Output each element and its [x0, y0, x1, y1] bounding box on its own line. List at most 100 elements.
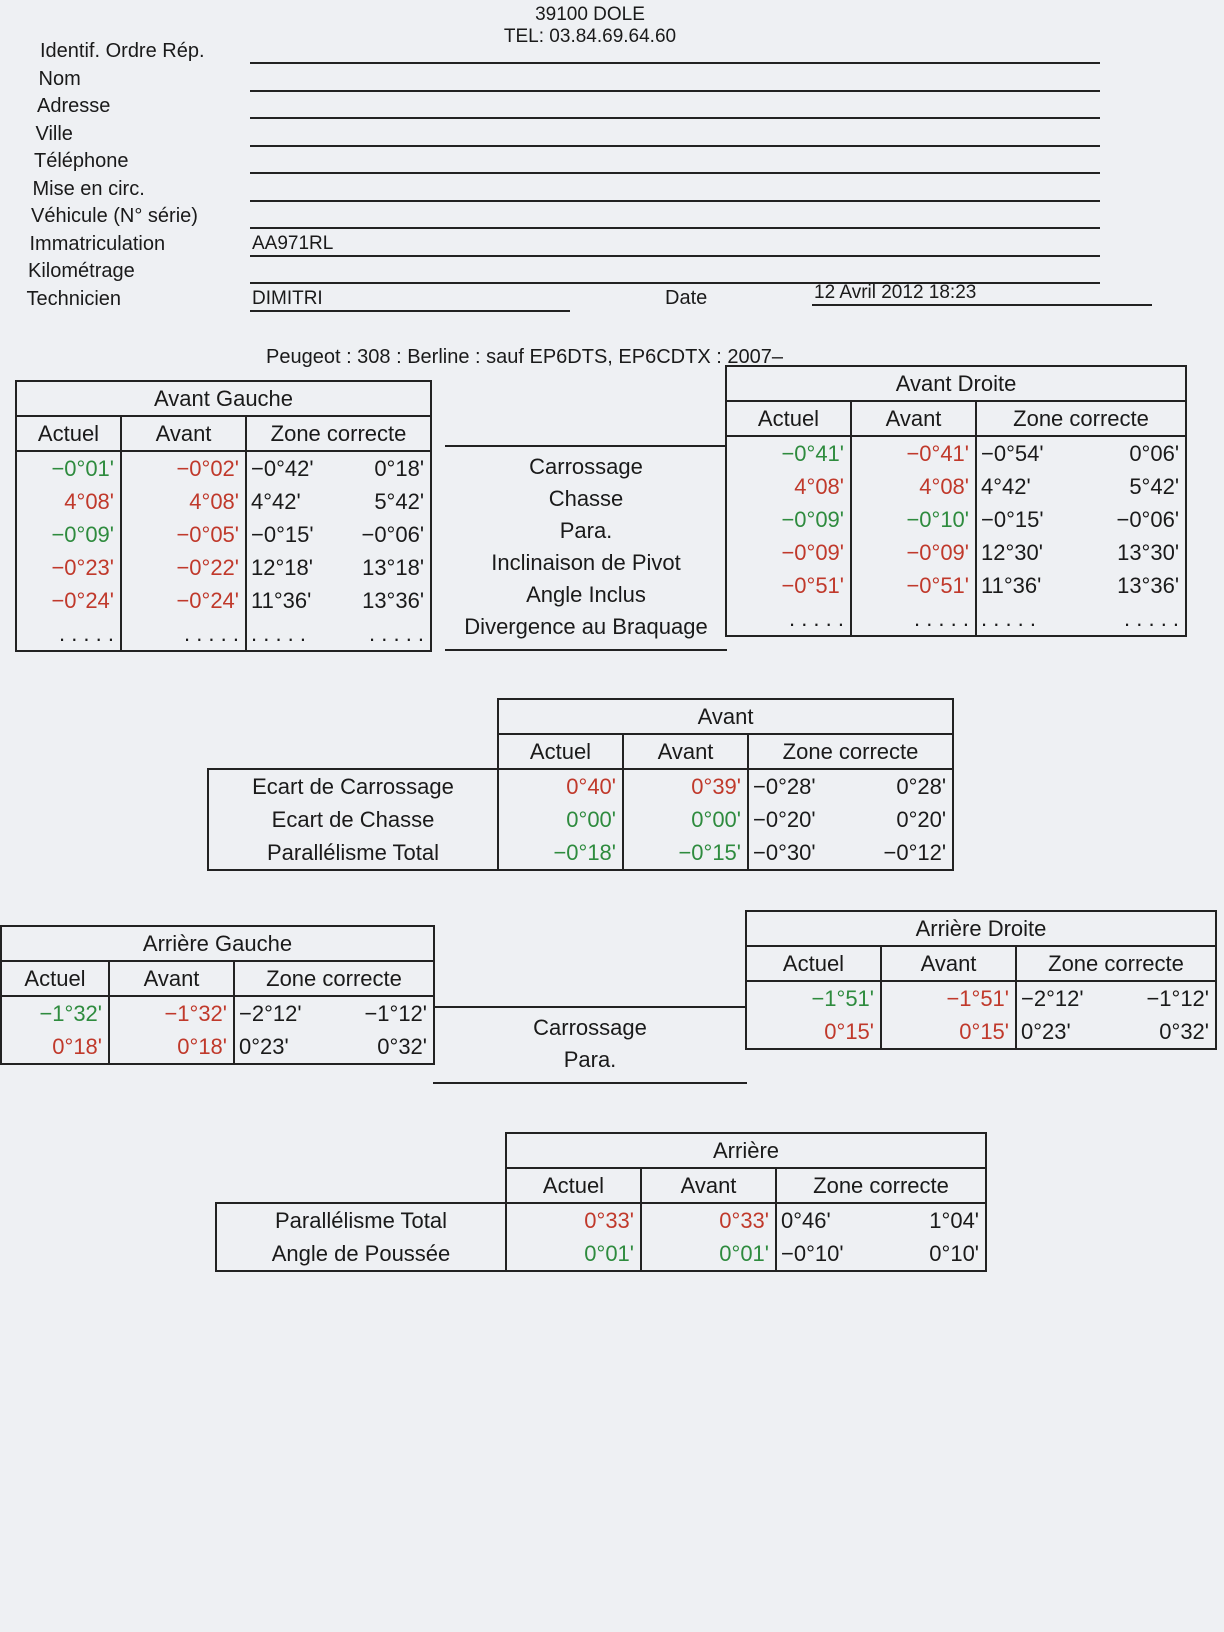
- before-value: −0°51': [850, 569, 977, 602]
- row-label: Para.: [559, 518, 613, 543]
- field-line: [250, 119, 1100, 147]
- table-title: Arrière Gauche: [0, 925, 435, 962]
- field-label: Adresse: [37, 95, 111, 117]
- field-label: Mise en circ.: [32, 177, 145, 200]
- data-row: Ecart de Chasse 0°00' 0°00' −0°20' 0°20': [207, 803, 955, 836]
- column-header: Avant: [120, 415, 247, 452]
- row-label: Inclinaison de Pivot: [491, 550, 681, 575]
- column-header: Zone correcte: [1015, 945, 1217, 982]
- range-max: 0°18': [338, 451, 433, 485]
- header-row: Actuel Avant Zone correcte: [0, 960, 435, 997]
- data-row: Ecart de Carrossage 0°40' 0°39' −0°28' 0°28': [207, 768, 955, 803]
- field-line: [250, 36, 1100, 64]
- range-max: −0°06': [1086, 503, 1188, 536]
- actual-value: 0°18': [0, 1030, 110, 1065]
- row-label: Angle Inclus: [526, 582, 646, 607]
- data-row: −0°09' −0°05' −0°15' −0°06': [15, 518, 433, 551]
- table-title: Avant Droite: [724, 365, 1188, 402]
- row-label: Ecart de Chasse: [207, 803, 499, 836]
- title-row: Avant Gauche: [14, 380, 433, 417]
- before-value: 0°00': [622, 803, 749, 836]
- actual-value: −0°01': [15, 451, 122, 485]
- actual-value: 0°40': [497, 769, 624, 803]
- field-label: Téléphone: [34, 150, 129, 172]
- column-header: Actuel: [745, 945, 882, 982]
- data-table: Arrière Gauche Actuel Avant Zone correcte −1…: [0, 925, 435, 1065]
- data-row: Parallélisme Total 0°33' 0°33' 0°46' 1°04': [215, 1202, 988, 1237]
- field-line: [250, 201, 1100, 229]
- actual-value: −0°24': [15, 584, 122, 617]
- range-min: . . . . .: [245, 617, 338, 652]
- data-row: Angle de Poussée 0°01' 0°01' −0°10' 0°10': [215, 1237, 988, 1272]
- field-label: Ville: [35, 122, 73, 145]
- title-row: Arrière: [216, 1132, 988, 1169]
- range-max: −1°12': [1116, 981, 1217, 1015]
- data-table: Arrière Actuel Avant Zone correcte Paralléli…: [215, 1132, 988, 1272]
- table-title: Avant Gauche: [14, 380, 433, 417]
- range-max: −1°12': [334, 996, 435, 1030]
- column-header: Avant: [108, 960, 235, 997]
- data-row: −0°23' −0°22' 12°18' 13°18': [15, 551, 433, 584]
- before-value: −0°10': [850, 503, 977, 536]
- blank: [208, 699, 498, 734]
- range-max: . . . . .: [338, 617, 433, 652]
- range-max: −0°06': [338, 518, 433, 551]
- vehicle: Peugeot : 308 : Berline : sauf EP6DTS, E…: [266, 346, 783, 368]
- range-min: −0°42': [245, 451, 338, 485]
- column-header: Zone correcte: [233, 960, 435, 997]
- range-min: 4°42': [975, 470, 1086, 503]
- field-line: [250, 64, 1100, 92]
- header-row: Actuel Avant Zone correcte: [725, 400, 1188, 437]
- range-max: 5°42': [338, 485, 433, 518]
- actual-value: 0°15': [745, 1015, 882, 1050]
- range-min: −0°54': [975, 436, 1086, 470]
- range-min: −0°15': [245, 518, 338, 551]
- range-min: 11°36': [245, 584, 338, 617]
- column-header: Actuel: [0, 960, 110, 997]
- range-max: 0°20': [848, 803, 955, 836]
- data-row: −0°41' −0°41' −0°54' 0°06': [725, 436, 1188, 470]
- data-row: −0°51' −0°51' 11°36' 13°36': [725, 569, 1188, 602]
- column-header: Actuel: [497, 733, 624, 770]
- range-min: −2°12': [233, 996, 334, 1030]
- before-value: −0°41': [850, 436, 977, 470]
- range-min: −0°28': [747, 769, 848, 803]
- blank: [216, 1168, 506, 1203]
- field-line: [250, 174, 1100, 202]
- blank: [216, 1133, 506, 1168]
- before-value: 0°18': [108, 1030, 235, 1065]
- actual-value: 0°01': [505, 1237, 642, 1272]
- field-line: [250, 91, 1100, 119]
- actual-value: −0°09': [725, 503, 852, 536]
- actual-value: 0°33': [505, 1203, 642, 1237]
- actual-value: −0°23': [15, 551, 122, 584]
- actual-value: 4°08': [725, 470, 852, 503]
- range-max: . . . . .: [1086, 602, 1188, 637]
- before-value: −0°22': [120, 551, 247, 584]
- column-header: Avant: [622, 733, 749, 770]
- actual-value: −1°51': [745, 981, 882, 1015]
- actual-value: . . . . .: [15, 617, 122, 652]
- field-label: Identif. Ordre Rép.: [40, 40, 205, 62]
- range-max: 13°18': [338, 551, 433, 584]
- row-labels: Carrossage Para.: [433, 1006, 747, 1084]
- before-value: −1°51': [880, 981, 1017, 1015]
- row-label: Parallélisme Total: [207, 836, 499, 871]
- before-value: 4°08': [120, 485, 247, 518]
- before-value: 0°33': [640, 1203, 777, 1237]
- range-max: 13°36': [338, 584, 433, 617]
- range-max: 0°28': [848, 769, 955, 803]
- data-table: Avant Gauche Actuel Avant Zone correcte −0°0…: [14, 380, 433, 652]
- date-value: 12 Avril 2012 18:23: [814, 282, 977, 303]
- range-min: 0°46': [775, 1203, 876, 1237]
- data-row: −0°24' −0°24' 11°36' 13°36': [15, 584, 433, 617]
- before-value: −0°15': [622, 836, 749, 871]
- column-header: Avant: [880, 945, 1017, 982]
- column-header: Actuel: [725, 400, 852, 437]
- column-header: Zone correcte: [746, 733, 955, 770]
- column-header: Zone correcte: [974, 400, 1188, 437]
- field-line: [250, 146, 1100, 174]
- actual-value: 0°00': [497, 803, 624, 836]
- range-min: 0°23': [1015, 1015, 1116, 1050]
